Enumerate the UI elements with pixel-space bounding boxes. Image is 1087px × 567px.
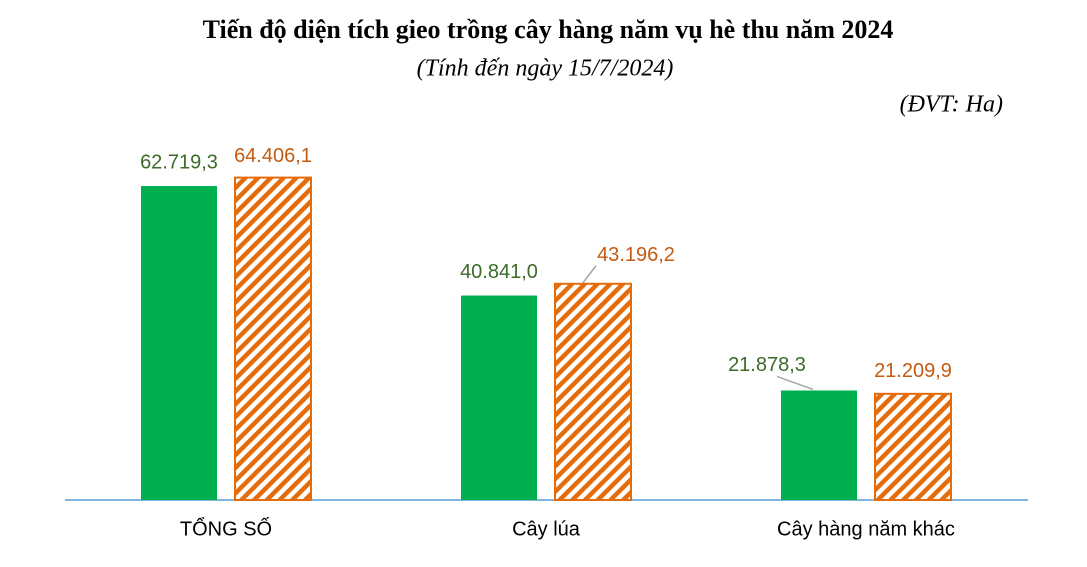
- value-label: 40.841,0: [460, 261, 538, 283]
- bar: [781, 390, 857, 500]
- chart-title: Tiến độ diện tích gieo trồng cây hàng nă…: [203, 15, 894, 44]
- value-label: 62.719,3: [140, 151, 218, 173]
- value-label: 21.878,3: [728, 354, 806, 376]
- value-label: 21.209,9: [874, 360, 952, 382]
- unit-note: (ĐVT: Ha): [900, 92, 1003, 118]
- bar: [554, 282, 632, 501]
- x-tick-label: TỔNG SỐ: [180, 516, 272, 540]
- x-tick-label: Cây hàng năm khác: [777, 518, 955, 540]
- value-label: 43.196,2: [597, 244, 675, 266]
- value-label: 64.406,1: [234, 145, 312, 167]
- chart-subtitle: (Tính đến ngày 15/7/2024): [417, 56, 674, 82]
- x-tick-label: Cây lúa: [512, 518, 581, 540]
- leader-line: [582, 265, 597, 284]
- bar: [461, 295, 537, 500]
- bar: [141, 186, 217, 500]
- leader-line: [776, 375, 814, 391]
- bar: [234, 176, 312, 501]
- bar: [874, 392, 952, 501]
